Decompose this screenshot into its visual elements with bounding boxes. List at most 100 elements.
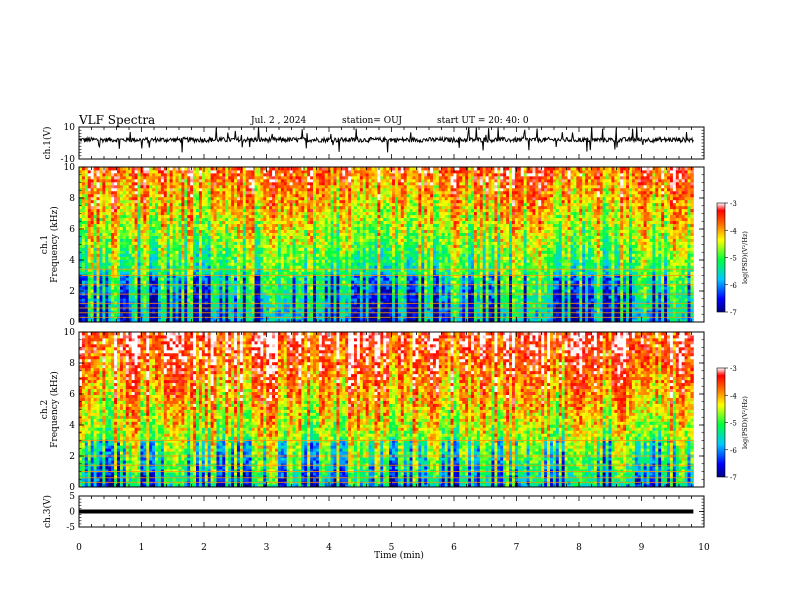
spectrogram-cell [149, 187, 153, 192]
spectrogram-cell [239, 220, 244, 225]
spectrogram-cell [125, 304, 130, 308]
spectrogram-cell [149, 214, 153, 219]
spectrogram-cell [140, 167, 144, 171]
spectrogram-cell [172, 169, 176, 174]
spectrogram-cell [181, 295, 185, 299]
spectrogram-cell [225, 319, 229, 323]
spectrogram-cell [222, 235, 226, 239]
spectrogram-cell [222, 307, 226, 311]
spectrogram-cell [187, 295, 191, 299]
spectrogram-cell [146, 193, 150, 198]
spectrogram-cell [175, 277, 179, 281]
spectrogram-cell [196, 262, 200, 266]
spectrogram-cell [324, 199, 329, 204]
spectrogram-cell [102, 241, 106, 245]
spectrogram-cell [254, 211, 258, 216]
spectrogram-cell [131, 235, 135, 239]
spectrogram-cell [172, 259, 176, 263]
spectrogram-cell [93, 184, 97, 189]
spectrogram-cell [184, 319, 188, 323]
spectrogram-cell [239, 178, 244, 183]
spectrogram-cell [125, 220, 130, 225]
spectrogram-cell [324, 256, 329, 260]
spectrogram-cell [289, 190, 293, 195]
spectrogram-cell [239, 304, 244, 308]
spectrogram-cell [239, 217, 244, 222]
spectrogram-cell [84, 208, 89, 213]
spectrogram-cell [236, 268, 241, 272]
spectrogram-cell [342, 187, 346, 192]
spectrogram-cell [213, 181, 217, 186]
spectrogram-cell [134, 178, 138, 183]
spectrogram-cell [321, 184, 326, 189]
spectrogram-cell [178, 205, 182, 210]
spectrogram-cell [81, 280, 86, 284]
spectrogram-cell [242, 277, 247, 281]
spectrogram-cell [193, 244, 197, 248]
spectrogram-cell [234, 208, 238, 213]
spectrogram-cell [122, 199, 127, 204]
spectrogram-cell [345, 167, 349, 171]
spectrogram-cell [277, 259, 282, 263]
spectrogram-cell [225, 253, 229, 257]
spectrogram-cell [315, 301, 320, 305]
spectrogram-cell [266, 319, 270, 323]
spectrogram-cell [87, 214, 92, 219]
spectrogram-cell [310, 208, 314, 213]
spectrogram-cell [228, 295, 232, 299]
spectrogram-cell [277, 190, 282, 195]
spectrogram-cell [143, 175, 147, 180]
spectrogram-cell [163, 167, 168, 171]
spectrogram-cell [292, 232, 296, 236]
spectrogram-cell [187, 286, 191, 290]
spectrogram-cell [313, 214, 317, 219]
spectrogram-cell [248, 247, 253, 251]
spectrogram-cell [263, 184, 267, 189]
spectrogram-cell [143, 178, 147, 183]
spectrogram-cell [204, 175, 209, 180]
spectrogram-cell [187, 265, 191, 269]
spectrogram-cell [263, 220, 267, 225]
spectrogram-cell [175, 262, 179, 266]
spectrogram-cell [105, 277, 109, 281]
spectrogram-cell [146, 265, 150, 269]
spectrogram-cell [93, 280, 97, 284]
spectrogram-cell [117, 250, 121, 254]
spectrogram-cell [84, 172, 89, 177]
spectrogram-cell [125, 178, 130, 183]
spectrogram-cell [257, 310, 261, 314]
spectrogram-cell [330, 181, 334, 186]
spectrogram-cell [125, 250, 130, 254]
spectrogram-cell [108, 313, 112, 317]
spectrogram-cell [155, 304, 159, 308]
spectrogram-cell [269, 301, 273, 305]
spectrogram-cell [125, 167, 130, 171]
spectrogram-cell [280, 214, 285, 219]
spectrogram-cell [225, 301, 229, 305]
spectrogram-cell [111, 217, 115, 222]
spectrogram-cell [216, 307, 220, 311]
spectrogram-cell [81, 253, 86, 257]
spectrogram-cell [298, 226, 302, 230]
spectrogram-cell [324, 307, 329, 311]
spectrogram-cell [231, 238, 235, 242]
spectrogram-cell [242, 304, 247, 308]
spectrogram-cell [84, 259, 89, 263]
spectrogram-cell [236, 193, 241, 198]
spectrogram-cell [251, 307, 255, 311]
spectrogram-cell [90, 268, 95, 272]
spectrogram-cell [234, 250, 238, 254]
spectrogram-cell [356, 295, 361, 299]
spectrogram-cell [330, 271, 334, 275]
spectrogram-cell [286, 250, 291, 254]
spectrogram-cell [275, 178, 279, 183]
spectrogram-cell [272, 196, 276, 201]
spectrogram-cell [266, 247, 270, 251]
spectrogram-cell [266, 172, 270, 177]
spectrogram-cell [324, 172, 329, 177]
spectrogram-cell [342, 241, 346, 245]
spectrogram-cell [286, 172, 291, 177]
spectrogram-cell [93, 220, 97, 225]
spectrogram-cell [289, 199, 293, 204]
spectrogram-cell [251, 187, 255, 192]
